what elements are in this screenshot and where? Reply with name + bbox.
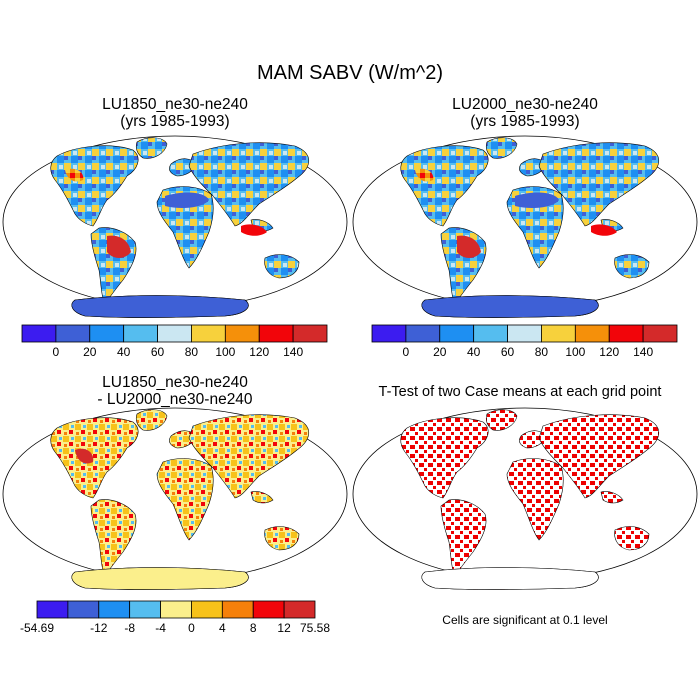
colorbar-diff-swatch: [36, 600, 69, 619]
colorbar-diff-tick-label: -12: [90, 621, 108, 635]
colorbar-panel-2: 0 20 40 60 80 100 120 140: [371, 324, 678, 359]
colorbar-diff-swatch: [98, 600, 131, 619]
figure-title: MAM SABV (W/m^2): [256, 62, 444, 84]
colorbar-diff-tick-label: 0: [188, 621, 195, 635]
colorbar-diff-swatch: [283, 600, 316, 619]
panel-3-title-line2: - LU2000_ne30-ne240: [97, 391, 253, 408]
colorbar-1-swatch: [89, 324, 125, 343]
colorbar-2-tick-label: 80: [535, 345, 549, 359]
colorbar-1-swatch: [55, 324, 91, 343]
colorbar-1-tick-label: 80: [185, 345, 199, 359]
colorbar-2-tick-label: 20: [433, 345, 447, 359]
colorbar-2-swatch: [541, 324, 576, 343]
colorbar-1-tick-label: 40: [117, 345, 131, 359]
map-4-field: [400, 409, 660, 590]
colorbar-1-swatch: [123, 324, 158, 343]
map-2-field: [400, 137, 660, 318]
colorbar-1-tick-label: 100: [215, 345, 235, 359]
map-1-field: [50, 137, 310, 318]
map-panel-4: [352, 407, 698, 590]
colorbar-1-tick-label: 140: [283, 345, 303, 359]
map-panel-1: [2, 135, 348, 318]
colorbar-1-swatch: [191, 324, 226, 343]
panel-4-title-line1: T-Test of two Case means at each grid po…: [378, 384, 662, 400]
panel-4-title: T-Test of two Case means at each grid po…: [345, 384, 695, 401]
colorbar-1-tick-label: 120: [249, 345, 269, 359]
panel-1-title-line2: (yrs 1985-1993): [120, 113, 230, 130]
colorbar-1-tick-label: 20: [83, 345, 97, 359]
colorbar-2-tick-label: 100: [565, 345, 585, 359]
panel-3-title-line1: LU1850_ne30-ne240: [102, 374, 248, 391]
colorbar-2-swatch: [473, 324, 508, 343]
colorbar-2-tick-label: 140: [633, 345, 653, 359]
colorbar-2-swatch: [371, 324, 407, 343]
colorbar-diff-swatch: [160, 600, 192, 619]
colorbar-1-swatch: [21, 324, 57, 343]
colorbar-2-swatch: [507, 324, 542, 343]
panel-2-title: LU2000_ne30-ne240 (yrs 1985-1993): [375, 96, 675, 130]
colorbar-diff-tick-label: -8: [124, 621, 135, 635]
colorbar-panel-1: 0 20 40 60 80 100 120 140: [21, 324, 328, 359]
colorbar-diff-swatch: [221, 600, 254, 619]
colorbar-diff-tick-label: -4: [155, 621, 166, 635]
colorbar-2-swatch: [608, 324, 644, 343]
colorbar-1-swatch: [224, 324, 260, 343]
colorbar-diff-tick-label: 75.58: [300, 621, 330, 635]
colorbar-2-tick-label: 60: [501, 345, 515, 359]
colorbar-2-tick-label: 40: [467, 345, 481, 359]
panel-1-title: LU1850_ne30-ne240 (yrs 1985-1993): [25, 96, 325, 130]
panel-3-title: LU1850_ne30-ne240- LU2000_ne30-ne240: [25, 374, 325, 408]
colorbar-diff-swatch: [191, 600, 223, 619]
colorbar-diff-swatch: [252, 600, 285, 619]
panel-1-title-line1: LU1850_ne30-ne240: [102, 96, 248, 113]
colorbar-diff-tick-label: 8: [250, 621, 257, 635]
colorbar-1-swatch: [292, 324, 328, 343]
panel-2-title-line2: (yrs 1985-1993): [470, 113, 580, 130]
colorbar-2-tick-label: 0: [403, 345, 410, 359]
colorbar-2-swatch: [439, 324, 475, 343]
colorbar-diff-swatch: [67, 600, 100, 619]
colorbar-1-tick-label: 0: [53, 345, 60, 359]
colorbar-diff-tick-label: -54.69: [20, 621, 54, 635]
colorbar-2-swatch: [405, 324, 441, 343]
map-panel-3: [2, 407, 348, 590]
colorbar-diff-swatch: [129, 600, 161, 619]
colorbar-2-tick-label: 120: [599, 345, 619, 359]
panel-2-title-line1: LU2000_ne30-ne240: [452, 96, 598, 113]
map-panel-2: [352, 135, 698, 318]
colorbar-1-swatch: [157, 324, 192, 343]
colorbar-diff-tick-label: 4: [219, 621, 226, 635]
colorbar-2-swatch: [642, 324, 678, 343]
colorbar-1-tick-label: 60: [151, 345, 165, 359]
significance-note: Cells are significant at 0.1 level: [442, 613, 608, 627]
colorbar-diff-tick-label: 12: [277, 621, 291, 635]
colorbar-difference: -54.69 -12 -8 -4 0 4 8 12 75.58: [20, 600, 330, 635]
colorbar-2-swatch: [574, 324, 610, 343]
map-3-field: [50, 409, 310, 590]
colorbar-1-swatch: [258, 324, 294, 343]
